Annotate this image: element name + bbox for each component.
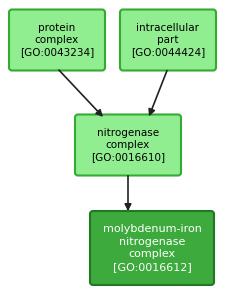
- FancyBboxPatch shape: [9, 10, 105, 71]
- Text: nitrogenase
complex
[GO:0016610]: nitrogenase complex [GO:0016610]: [91, 128, 164, 162]
- Text: intracellular
part
[GO:0044424]: intracellular part [GO:0044424]: [130, 23, 204, 58]
- FancyBboxPatch shape: [75, 114, 180, 175]
- FancyBboxPatch shape: [119, 10, 215, 71]
- FancyBboxPatch shape: [90, 211, 213, 285]
- Text: protein
complex
[GO:0043234]: protein complex [GO:0043234]: [20, 23, 94, 58]
- Text: molybdenum-iron
nitrogenase
complex
[GO:0016612]: molybdenum-iron nitrogenase complex [GO:…: [102, 224, 200, 272]
